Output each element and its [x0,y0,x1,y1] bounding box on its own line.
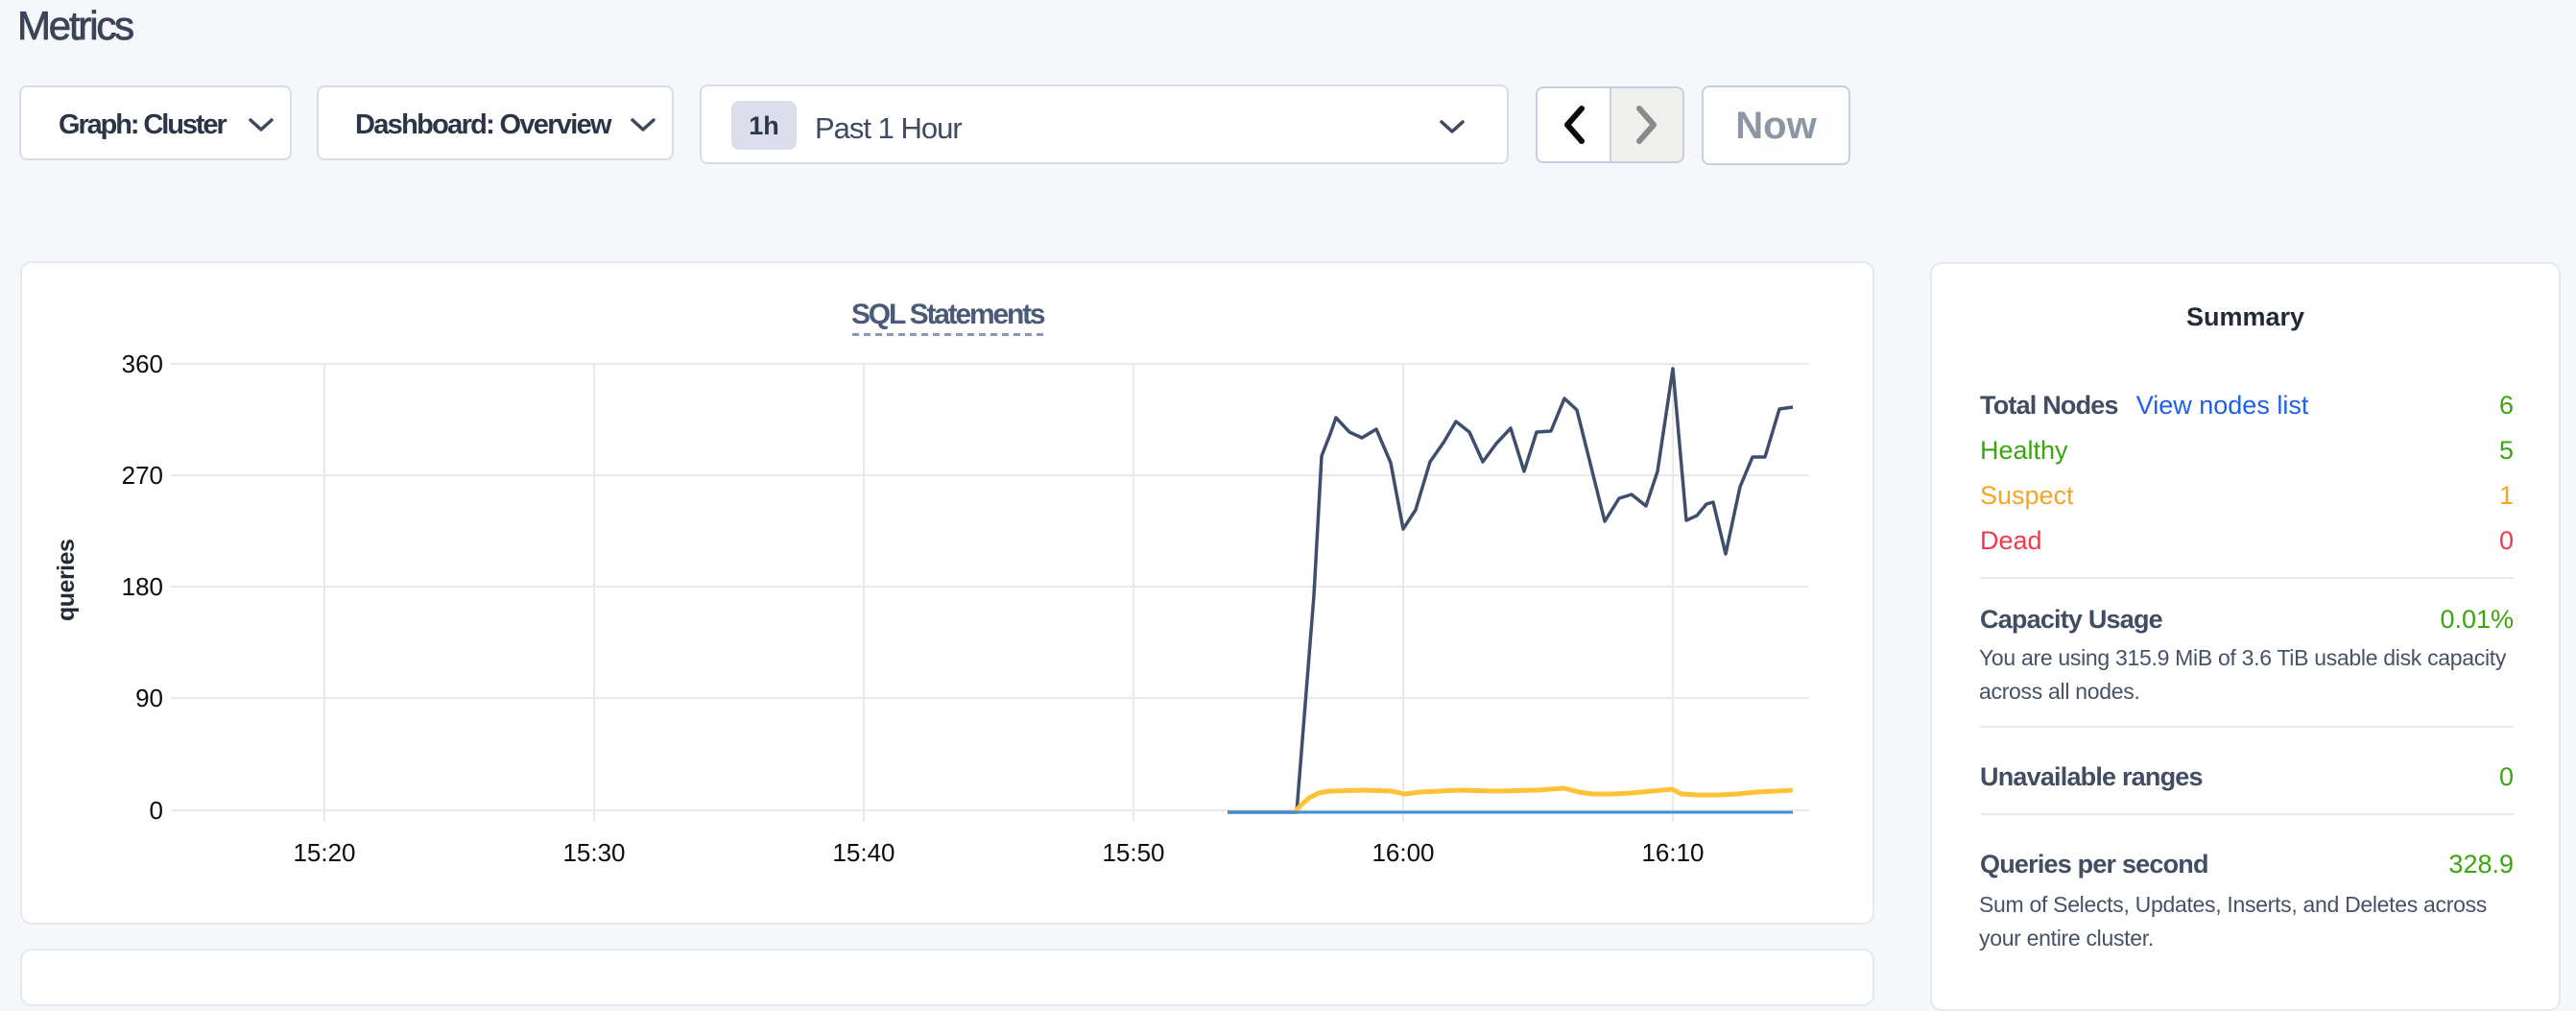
svg-text:270: 270 [122,461,163,490]
svg-text:queries: queries [53,540,80,621]
svg-text:90: 90 [135,684,163,712]
svg-text:15:50: 15:50 [1102,838,1164,867]
svg-text:15:40: 15:40 [832,838,894,867]
svg-text:15:30: 15:30 [562,838,625,867]
svg-text:360: 360 [122,349,163,378]
svg-text:15:20: 15:20 [293,838,355,867]
svg-text:16:00: 16:00 [1371,838,1434,867]
svg-text:0: 0 [150,796,163,825]
svg-text:16:10: 16:10 [1641,838,1704,867]
svg-text:180: 180 [122,572,163,601]
